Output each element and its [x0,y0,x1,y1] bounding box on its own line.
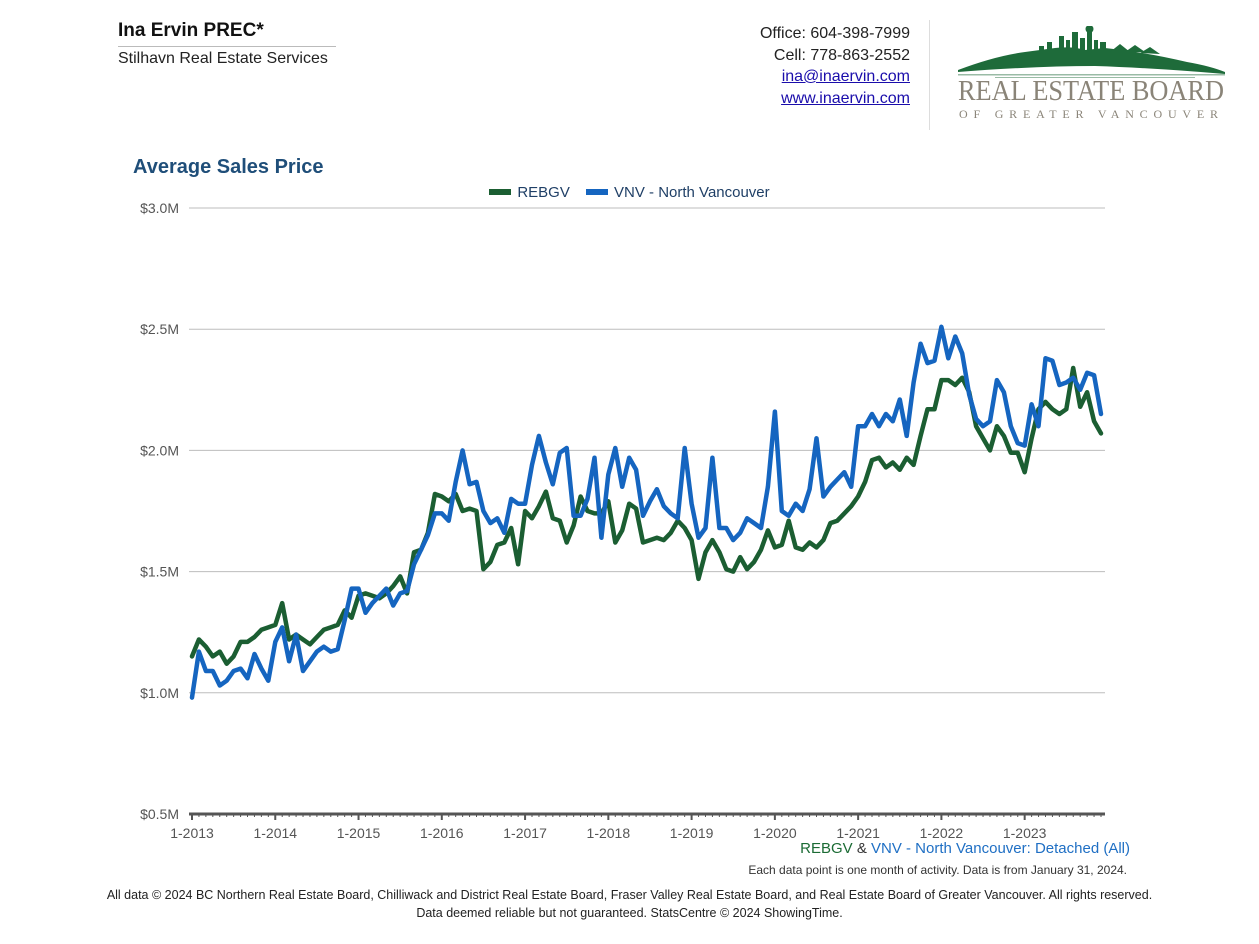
logo-line2: OF GREATER VANCOUVER [959,107,1223,121]
y-tick-label: $1.0M [140,685,179,701]
x-tick-label: 1-2023 [1003,825,1047,841]
footer-disclaimer: Data deemed reliable but not guaranteed.… [416,906,843,920]
series-caption-vnv: VNV - North Vancouver: Detached (All) [871,840,1130,857]
y-tick-label: $3.0M [140,200,179,216]
agent-name: Ina Ervin PREC* [118,20,264,41]
x-tick-label: 1-2015 [337,825,381,841]
chart-title: Average Sales Price [133,156,324,178]
legend-swatch-rebgv [489,189,512,195]
legend-swatch-vnv [586,189,609,195]
series-caption-amp: & [852,840,871,857]
skyline-icon [958,26,1225,74]
series-caption: REBGV & VNV - North Vancouver: Detached … [800,840,1130,857]
x-tick-label: 1-2014 [253,825,297,841]
office-phone: Office: 604-398-7999 [759,25,910,42]
legend-item-rebgv: REBGV [489,184,570,201]
cell-phone: Cell: 778-863-2552 [773,46,910,64]
contact-block: Office: 604-398-7999 Cell: 778-863-2552 … [760,23,910,109]
footer-copyright: All data © 2024 BC Northern Real Estate … [106,888,1153,902]
data-note: Each data point is one month of activity… [748,863,1127,877]
board-logo: REAL ESTATE BOARD OF GREATER VANCOUVER [958,26,1225,121]
series-caption-rebgv: REBGV [800,840,853,857]
series-line-rebgv [189,365,1104,666]
footer: All data © 2024 BC Northern Real Estate … [0,886,1259,922]
agent-divider [118,46,336,47]
x-tick-label: 1-2020 [753,825,797,841]
y-tick-label: $1.5M [140,564,179,580]
legend-label-rebgv: REBGV [517,183,570,201]
x-tick-label: 1-2013 [170,825,214,841]
logo-line1: REAL ESTATE BOARD [958,75,1224,107]
header-divider [929,20,930,130]
agent-company: Stilhavn Real Estate Services [118,50,328,67]
legend-item-vnv: VNV - North Vancouver [586,184,770,201]
x-tick-label: 1-2016 [420,825,464,841]
website-link[interactable]: www.inaervin.com [781,89,910,107]
x-tick-label: 1-2022 [920,825,964,841]
x-tick-label: 1-2021 [836,825,880,841]
x-tick-label: 1-2018 [587,825,631,841]
x-tick-label: 1-2017 [503,825,547,841]
email-link[interactable]: ina@inaervin.com [781,68,910,85]
series-line-vnv [189,324,1104,700]
chart-legend: REBGV VNV - North Vancouver [0,182,1259,201]
y-tick-label: $2.5M [140,321,179,337]
y-tick-label: $0.5M [140,806,179,822]
legend-label-vnv: VNV - North Vancouver [614,183,770,201]
y-tick-label: $2.0M [140,442,179,458]
x-tick-label: 1-2019 [670,825,714,841]
